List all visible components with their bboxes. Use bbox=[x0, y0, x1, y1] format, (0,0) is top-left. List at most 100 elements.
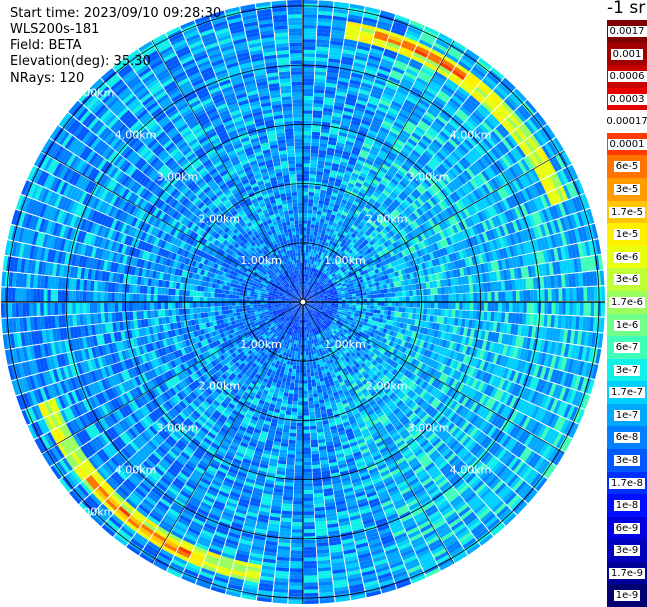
range-gate bbox=[484, 292, 488, 302]
range-gate bbox=[335, 235, 341, 241]
range-gate bbox=[534, 111, 547, 126]
range-gate bbox=[413, 188, 422, 197]
range-gate bbox=[314, 264, 317, 269]
range-gate bbox=[318, 0, 334, 6]
range-gate bbox=[329, 47, 343, 53]
range-gate bbox=[408, 284, 413, 291]
range-gate bbox=[369, 51, 383, 59]
range-gate bbox=[323, 172, 330, 177]
range-gate bbox=[303, 216, 308, 221]
range-gate bbox=[443, 125, 455, 136]
range-gate bbox=[342, 244, 348, 250]
range-gate bbox=[337, 209, 344, 215]
range-gate bbox=[363, 239, 369, 245]
range-gate bbox=[349, 218, 355, 225]
range-gate bbox=[443, 158, 453, 169]
range-gate bbox=[303, 234, 307, 239]
range-gate bbox=[462, 302, 467, 310]
range-gate bbox=[306, 266, 309, 271]
range-gate bbox=[349, 194, 356, 201]
range-gate bbox=[416, 186, 425, 195]
range-gate bbox=[313, 290, 317, 293]
range-gate bbox=[428, 173, 438, 183]
range-gate bbox=[562, 288, 566, 301]
range-gate bbox=[310, 252, 314, 257]
range-gate bbox=[438, 65, 452, 75]
range-gate bbox=[469, 310, 474, 320]
range-gate bbox=[460, 172, 470, 183]
range-gate bbox=[379, 62, 393, 70]
range-gate bbox=[383, 241, 390, 248]
range-gate bbox=[369, 149, 379, 157]
range-gate bbox=[404, 312, 409, 319]
range-gate bbox=[352, 293, 356, 297]
range-gate bbox=[309, 174, 316, 179]
range-gate bbox=[315, 221, 320, 226]
range-gate bbox=[437, 294, 442, 302]
range-gate bbox=[459, 125, 471, 136]
range-gate bbox=[326, 227, 331, 233]
range-gate bbox=[390, 69, 404, 78]
range-gate bbox=[313, 276, 316, 280]
range-gate bbox=[304, 295, 307, 299]
range-gate bbox=[313, 272, 316, 276]
range-gate bbox=[370, 122, 381, 130]
range-gate bbox=[305, 291, 307, 296]
range-gate bbox=[303, 230, 307, 235]
range-gate bbox=[326, 72, 339, 78]
range-gate bbox=[420, 302, 424, 308]
range-gate bbox=[333, 269, 338, 274]
range-gate bbox=[303, 174, 310, 178]
range-gate bbox=[318, 200, 325, 205]
range-gate bbox=[473, 292, 478, 302]
range-gate bbox=[317, 160, 325, 166]
range-gate bbox=[423, 295, 428, 302]
range-gate bbox=[332, 258, 337, 264]
range-gate bbox=[391, 201, 399, 209]
range-gate bbox=[511, 91, 525, 104]
range-gate bbox=[305, 245, 309, 249]
range-gate bbox=[313, 260, 316, 265]
range-gate bbox=[319, 222, 324, 227]
range-gate bbox=[452, 114, 464, 125]
range-gate bbox=[355, 310, 360, 314]
range-gate bbox=[450, 166, 460, 177]
range-gate bbox=[348, 296, 353, 300]
range-gate bbox=[436, 93, 449, 104]
range-gate bbox=[445, 171, 455, 181]
range-gate bbox=[416, 308, 421, 314]
range-gate bbox=[457, 127, 469, 139]
range-gate bbox=[404, 285, 409, 291]
range-gate bbox=[303, 142, 311, 146]
range-gate bbox=[314, 272, 318, 277]
range-gate bbox=[306, 263, 309, 267]
range-gate bbox=[392, 218, 400, 226]
range-gate bbox=[372, 178, 380, 186]
range-gate bbox=[336, 224, 342, 230]
range-gate bbox=[455, 302, 460, 310]
range-gate bbox=[353, 200, 360, 207]
range-gate bbox=[361, 218, 368, 225]
range-gate bbox=[303, 220, 307, 224]
range-gate bbox=[506, 116, 518, 130]
range-gate bbox=[344, 38, 358, 45]
range-gate bbox=[317, 25, 331, 30]
range-gate bbox=[428, 105, 441, 115]
range-gate bbox=[314, 371, 319, 376]
range-gate bbox=[321, 179, 329, 184]
range-gate bbox=[459, 302, 463, 310]
range-gate bbox=[471, 131, 482, 143]
range-gate bbox=[305, 284, 307, 289]
range-gate bbox=[364, 139, 374, 146]
range-gate bbox=[325, 254, 330, 259]
range-gate bbox=[350, 246, 356, 252]
range-gate bbox=[343, 219, 349, 225]
range-gate bbox=[449, 181, 458, 191]
range-gate bbox=[586, 302, 591, 316]
range-gate bbox=[309, 278, 312, 283]
range-gate bbox=[331, 116, 342, 122]
range-gate bbox=[363, 305, 367, 309]
range-gate bbox=[426, 108, 439, 118]
range-gate bbox=[321, 273, 326, 278]
range-gate bbox=[311, 375, 316, 380]
